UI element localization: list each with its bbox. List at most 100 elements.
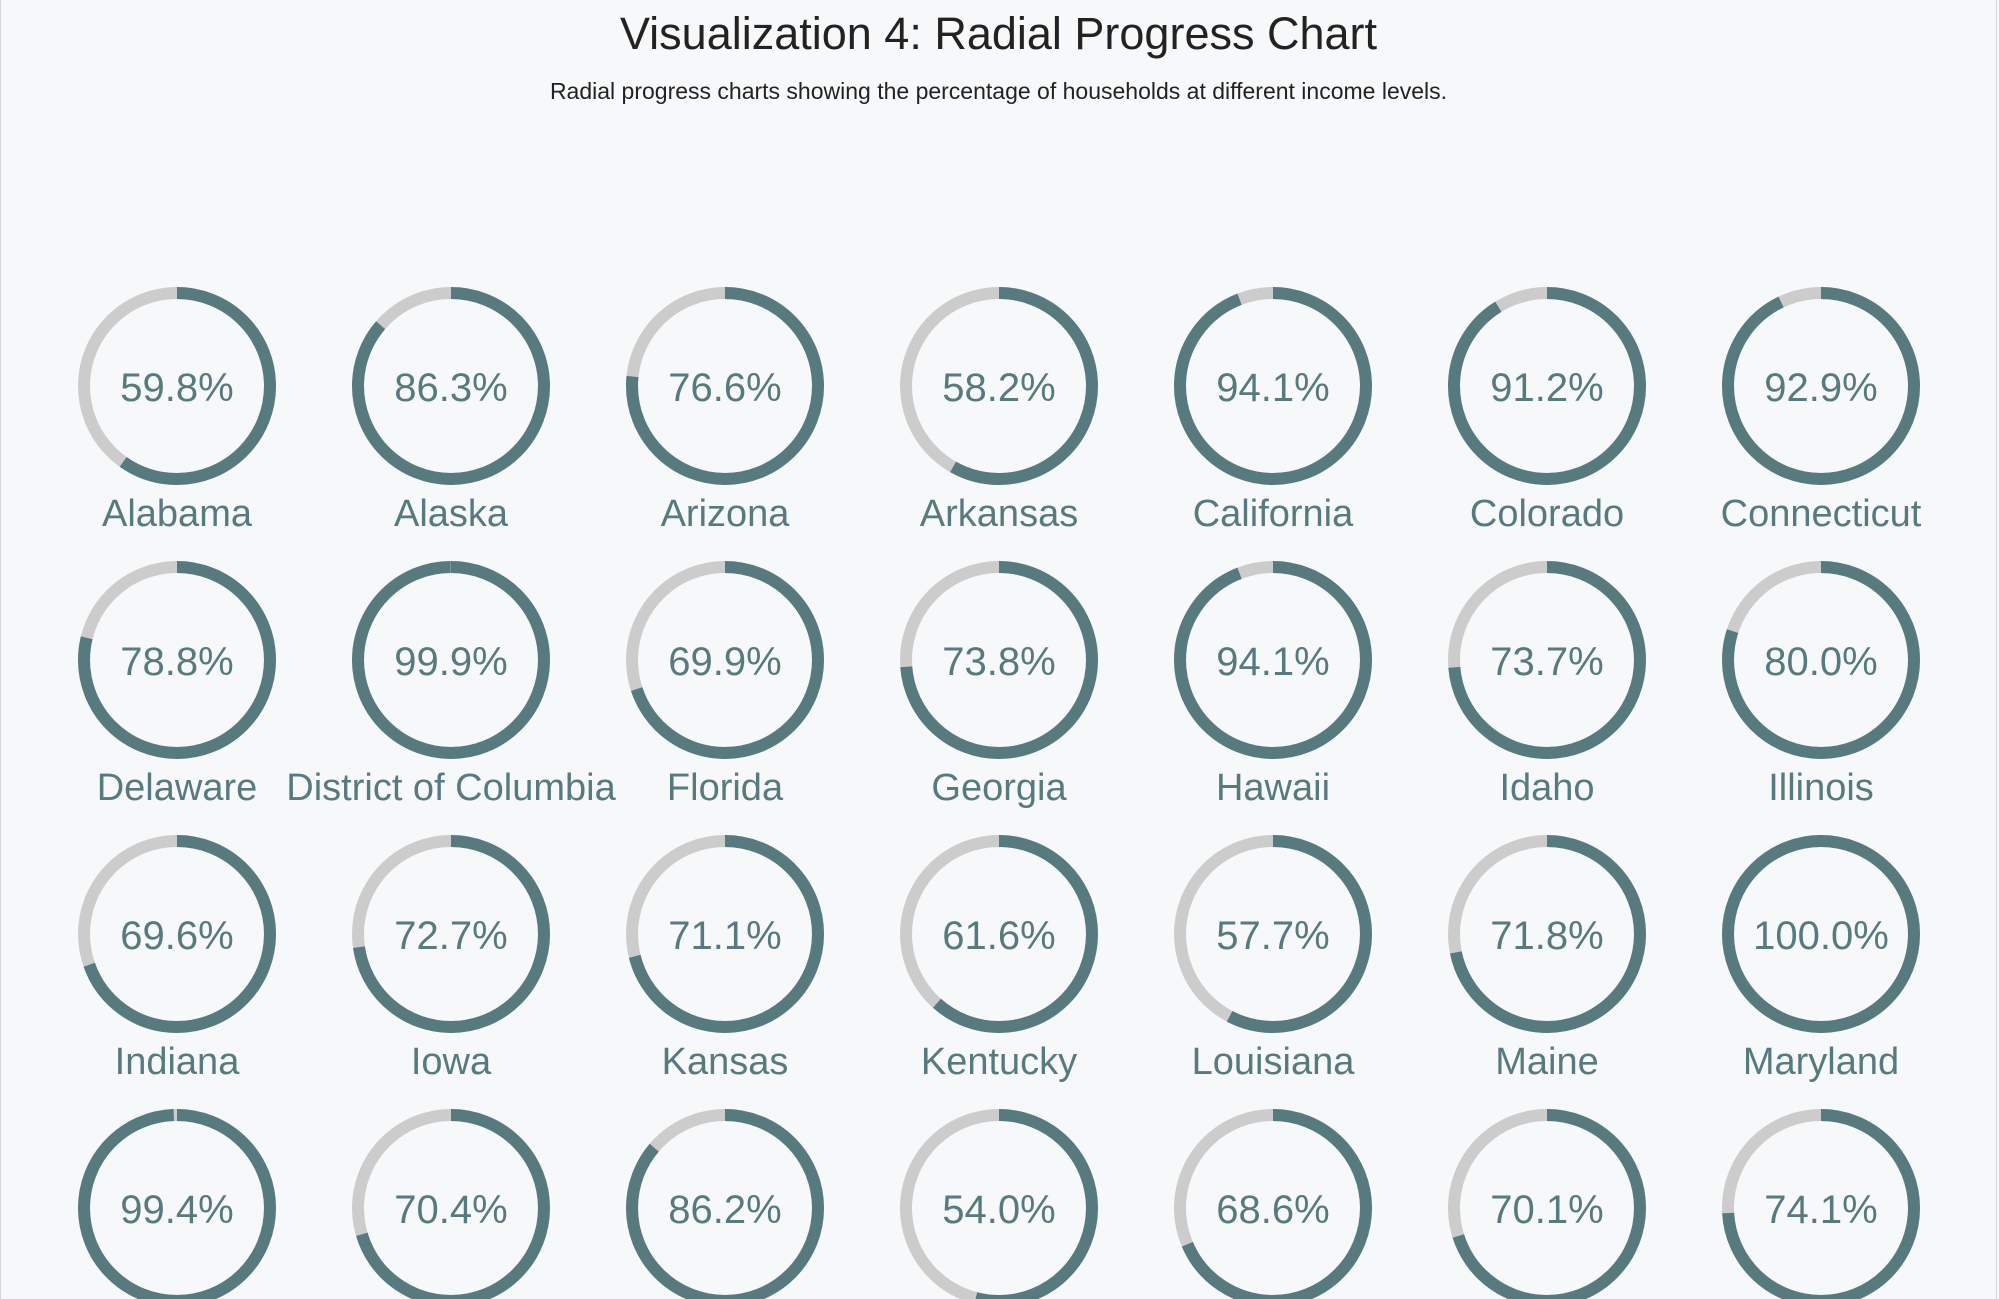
percentage-label: 73.8%	[942, 640, 1055, 684]
radial-item-iowa: 72.7% Iowa	[352, 835, 550, 1083]
percentage-label: 91.2%	[1490, 366, 1603, 410]
percentage-label: 57.7%	[1216, 914, 1329, 958]
radial-item-row4-col5: 68.6%	[1174, 1109, 1372, 1299]
percentage-label: 58.2%	[942, 366, 1055, 410]
radial-item-georgia: 73.8% Georgia	[900, 561, 1098, 809]
radial-item-row4-col2: 70.4%	[352, 1109, 550, 1299]
percentage-label: 94.1%	[1216, 366, 1329, 410]
state-label: California	[1193, 493, 1354, 535]
ring-progress-arc	[1448, 287, 1646, 485]
ring-progress-arc	[1448, 561, 1646, 759]
radial-item-indiana: 69.6% Indiana	[78, 835, 276, 1083]
radial-item-arkansas: 58.2% Arkansas	[900, 287, 1098, 535]
ring-progress-arc	[78, 1109, 276, 1299]
state-label: Kansas	[662, 1041, 789, 1083]
radial-item-louisiana: 57.7% Louisiana	[1174, 835, 1372, 1083]
percentage-label: 61.6%	[942, 914, 1055, 958]
percentage-label: 72.7%	[394, 914, 507, 958]
ring-progress-arc	[78, 561, 276, 759]
radial-item-row4-col4: 54.0%	[900, 1109, 1098, 1299]
radial-item-illinois: 80.0% Illinois	[1722, 561, 1920, 809]
ring-progress-arc	[352, 1109, 550, 1299]
percentage-label: 86.2%	[668, 1188, 781, 1232]
ring-progress-arc	[1722, 287, 1920, 485]
ring-progress-arc	[1174, 835, 1372, 1033]
state-label: Hawaii	[1216, 767, 1330, 809]
radial-item-row4-col7: 74.1%	[1722, 1109, 1920, 1299]
percentage-label: 69.6%	[120, 914, 233, 958]
percentage-label: 99.9%	[394, 640, 507, 684]
percentage-label: 74.1%	[1764, 1188, 1877, 1232]
ring-progress-arc	[1722, 835, 1920, 1033]
ring-progress-arc	[352, 287, 550, 485]
radial-item-florida: 69.9% Florida	[626, 561, 824, 809]
ring-progress-arc	[626, 561, 824, 759]
radial-item-delaware: 78.8% Delaware	[78, 561, 276, 809]
percentage-label: 73.7%	[1490, 640, 1603, 684]
state-label: Kentucky	[921, 1041, 1077, 1083]
state-label: Illinois	[1768, 767, 1874, 809]
ring-progress-arc	[1174, 287, 1372, 485]
radial-item-maryland: 100.0% Maryland	[1722, 835, 1920, 1083]
page-title: Visualization 4: Radial Progress Chart	[619, 8, 1378, 59]
radial-item-row4-col1: 99.4%	[78, 1109, 276, 1299]
radial-item-row4-col6: 70.1%	[1448, 1109, 1646, 1299]
radial-item-hawaii: 94.1% Hawaii	[1174, 561, 1372, 809]
state-label: Colorado	[1470, 493, 1624, 535]
percentage-label: 76.6%	[668, 366, 781, 410]
radial-item-arizona: 76.6% Arizona	[626, 287, 824, 535]
percentage-label: 69.9%	[668, 640, 781, 684]
percentage-label: 54.0%	[942, 1188, 1055, 1232]
percentage-label: 70.1%	[1490, 1188, 1603, 1232]
ring-progress-arc	[352, 835, 550, 1033]
ring-progress-arc	[626, 1109, 824, 1299]
page-subtitle: Radial progress charts showing the perce…	[549, 78, 1448, 104]
radial-item-kansas: 71.1% Kansas	[626, 835, 824, 1083]
state-label: Alaska	[394, 493, 509, 535]
ring-progress-arc	[626, 835, 824, 1033]
percentage-label: 68.6%	[1216, 1188, 1329, 1232]
radial-item-district-of-columbia: 99.9% District of Columbia	[286, 561, 617, 809]
state-label: Connecticut	[1721, 493, 1922, 535]
percentage-label: 71.1%	[668, 914, 781, 958]
percentage-label: 86.3%	[394, 366, 507, 410]
radial-item-california: 94.1% California	[1174, 287, 1372, 535]
radial-item-alabama: 59.8% Alabama	[78, 287, 276, 535]
ring-progress-arc	[1722, 1109, 1920, 1299]
state-label: Maine	[1495, 1041, 1599, 1083]
ring-progress-arc	[900, 287, 1098, 485]
state-label: Maryland	[1743, 1041, 1899, 1083]
radial-item-colorado: 91.2% Colorado	[1448, 287, 1646, 535]
state-label: Georgia	[931, 767, 1067, 809]
ring-progress-arc	[626, 287, 824, 485]
ring-progress-arc	[900, 1109, 1098, 1299]
percentage-label: 59.8%	[120, 366, 233, 410]
percentage-label: 99.4%	[120, 1188, 233, 1232]
ring-progress-arc	[78, 835, 276, 1033]
radial-item-kentucky: 61.6% Kentucky	[900, 835, 1098, 1083]
ring-progress-arc	[1722, 561, 1920, 759]
ring-progress-arc	[1174, 561, 1372, 759]
ring-progress-arc	[900, 835, 1098, 1033]
percentage-label: 94.1%	[1216, 640, 1329, 684]
percentage-label: 78.8%	[120, 640, 233, 684]
percentage-label: 71.8%	[1490, 914, 1603, 958]
ring-progress-arc	[1174, 1109, 1372, 1299]
ring-progress-arc	[1448, 835, 1646, 1033]
state-label: Delaware	[97, 767, 258, 809]
percentage-label: 92.9%	[1764, 366, 1877, 410]
state-label: Indiana	[115, 1041, 241, 1083]
state-label: Arizona	[661, 493, 791, 535]
ring-progress-arc	[78, 287, 276, 485]
percentage-label: 70.4%	[394, 1188, 507, 1232]
radial-item-maine: 71.8% Maine	[1448, 835, 1646, 1083]
state-label: Florida	[667, 767, 784, 809]
state-label: Alabama	[102, 493, 253, 535]
ring-progress-arc	[1448, 1109, 1646, 1299]
percentage-label: 80.0%	[1764, 640, 1877, 684]
ring-progress-arc	[900, 561, 1098, 759]
state-label: Arkansas	[920, 493, 1078, 535]
ring-progress-arc	[352, 561, 550, 759]
